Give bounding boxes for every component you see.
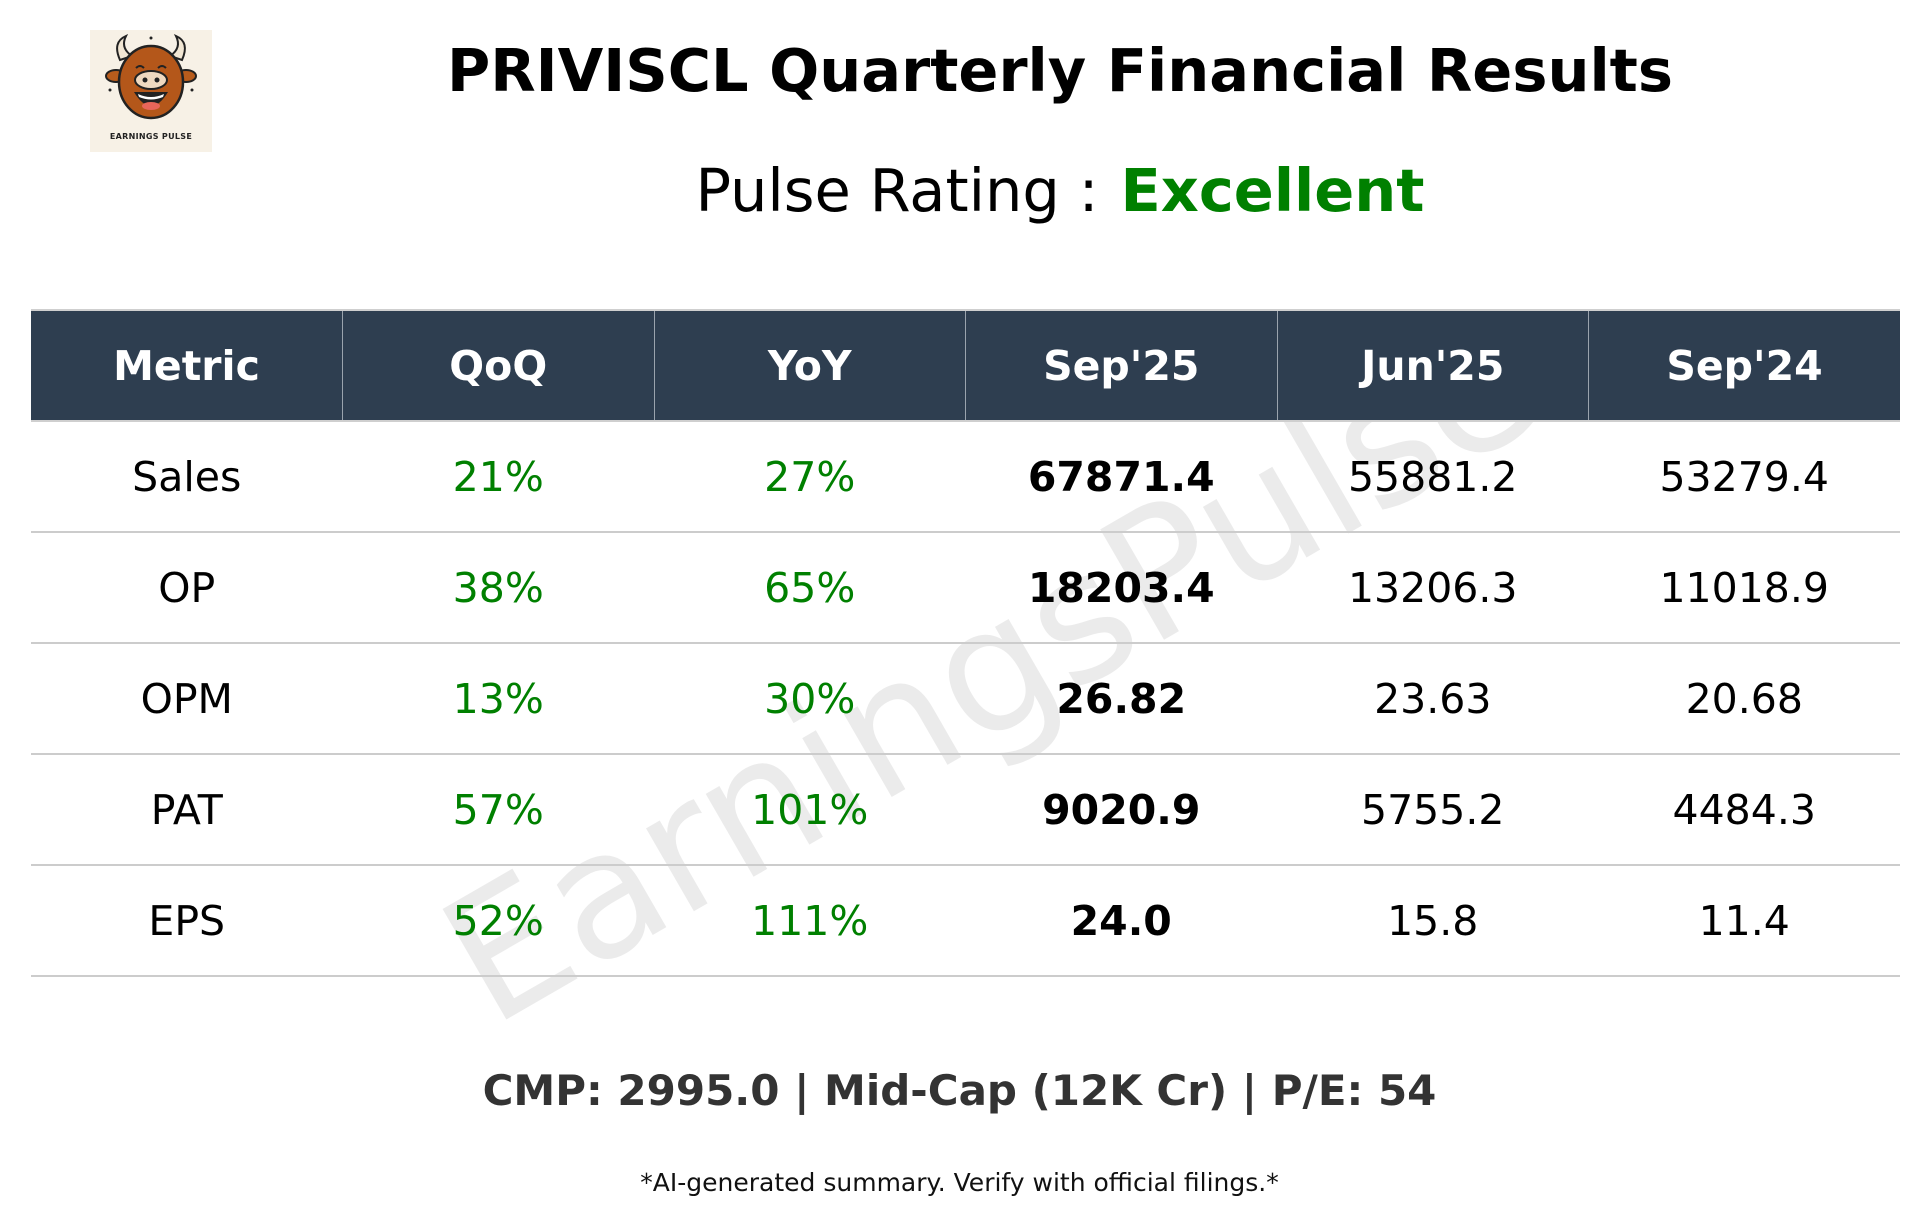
metric-cell: OPM xyxy=(31,643,343,755)
yoy-cell: 27% xyxy=(654,421,966,533)
sep24-cell: 4484.3 xyxy=(1588,754,1900,866)
rating-label: Pulse Rating : xyxy=(695,156,1099,225)
table-row: Sales 21% 27% 67871.4 55881.2 53279.4 xyxy=(31,421,1900,533)
jun25-cell: 5755.2 xyxy=(1277,754,1589,866)
table-row: OP 38% 65% 18203.4 13206.3 11018.9 xyxy=(31,532,1900,644)
table-header-row: Metric QoQ YoY Sep'25 Jun'25 Sep'24 xyxy=(31,309,1900,422)
sep24-cell: 20.68 xyxy=(1588,643,1900,755)
metric-cell: OP xyxy=(31,532,343,644)
jun25-cell: 15.8 xyxy=(1277,865,1589,977)
column-header: Sep'24 xyxy=(1588,309,1900,422)
column-header: Metric xyxy=(31,309,343,422)
column-header: Sep'25 xyxy=(965,309,1277,422)
sep25-cell: 24.0 xyxy=(965,865,1277,977)
table-row: OPM 13% 30% 26.82 23.63 20.68 xyxy=(31,643,1900,755)
qoq-cell: 57% xyxy=(342,754,654,866)
market-summary: CMP: 2995.0 | Mid-Cap (12K Cr) | P/E: 54 xyxy=(482,1066,1437,1115)
pulse-rating: Pulse Rating : Excellent xyxy=(0,156,1919,225)
jun25-cell: 55881.2 xyxy=(1277,421,1589,533)
earnings-pulse-logo: EARNINGS PULSE xyxy=(90,30,212,152)
yoy-cell: 30% xyxy=(654,643,966,755)
metric-cell: PAT xyxy=(31,754,343,866)
jun25-cell: 13206.3 xyxy=(1277,532,1589,644)
qoq-cell: 13% xyxy=(342,643,654,755)
disclaimer: *AI-generated summary. Verify with offic… xyxy=(640,1168,1279,1197)
column-header: Jun'25 xyxy=(1276,309,1589,422)
sep24-cell: 53279.4 xyxy=(1588,421,1900,533)
column-header: YoY xyxy=(653,309,966,422)
table-row: EPS 52% 111% 24.0 15.8 11.4 xyxy=(31,865,1900,977)
bull-mascot-icon xyxy=(105,34,197,120)
rating-value: Excellent xyxy=(1120,156,1425,225)
sep25-cell: 18203.4 xyxy=(965,532,1277,644)
metric-cell: EPS xyxy=(31,865,343,977)
sep24-cell: 11018.9 xyxy=(1588,532,1900,644)
qoq-cell: 38% xyxy=(342,532,654,644)
yoy-cell: 111% xyxy=(654,865,966,977)
page-title: PRIVISCL Quarterly Financial Results xyxy=(446,36,1673,105)
sep25-cell: 26.82 xyxy=(965,643,1277,755)
sep24-cell: 11.4 xyxy=(1588,865,1900,977)
qoq-cell: 21% xyxy=(342,421,654,533)
jun25-cell: 23.63 xyxy=(1277,643,1589,755)
column-header: QoQ xyxy=(342,309,654,422)
sep25-cell: 67871.4 xyxy=(965,421,1277,533)
results-table: Metric QoQ YoY Sep'25 Jun'25 Sep'24 Sale… xyxy=(31,309,1900,977)
logo-text: EARNINGS PULSE xyxy=(109,132,193,141)
yoy-cell: 101% xyxy=(654,754,966,866)
qoq-cell: 52% xyxy=(342,865,654,977)
metric-cell: Sales xyxy=(31,421,343,533)
sep25-cell: 9020.9 xyxy=(965,754,1277,866)
table-row: PAT 57% 101% 9020.9 5755.2 4484.3 xyxy=(31,754,1900,866)
yoy-cell: 65% xyxy=(654,532,966,644)
